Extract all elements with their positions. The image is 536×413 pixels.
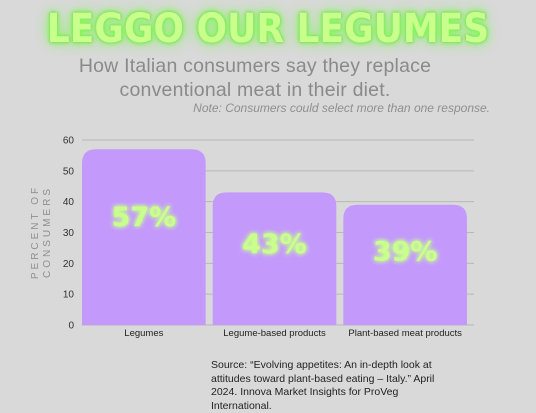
bar-plant-based-meat-products <box>343 204 467 325</box>
chart-subtitle: How Italian consumers say they replace c… <box>78 55 432 101</box>
data-label: 43% <box>242 229 307 260</box>
y-tick-label: 20 <box>63 259 75 270</box>
chart-note: Note: Consumers could select more than o… <box>193 101 490 115</box>
bar-legumes <box>82 149 206 325</box>
y-tick-labels: 0 10 20 30 40 50 60 <box>63 136 75 332</box>
y-tick-label: 40 <box>63 197 75 208</box>
data-labels: 57% 43% 39% <box>112 202 438 267</box>
chart-title: LEGGO OUR LEGUMES <box>46 6 490 52</box>
y-tick-label: 50 <box>63 166 75 177</box>
x-tick-label: Legumes <box>124 328 163 339</box>
y-tick-label: 60 <box>63 136 75 147</box>
bar-legume-based-products <box>212 192 337 325</box>
bar-chart: 0 10 20 30 40 50 60 Legumes Legume-based produc… <box>63 136 474 339</box>
x-tick-label: Legume-based products <box>223 328 326 339</box>
y-tick-label: 0 <box>68 321 74 332</box>
bars <box>82 149 467 325</box>
x-tick-label: Plant-based meat products <box>348 328 462 339</box>
data-label: 57% <box>112 202 177 233</box>
y-tick-label: 30 <box>63 228 75 239</box>
y-tick-label: 10 <box>63 290 75 301</box>
source-citation: Source: “Evolving appetites: An in-depth… <box>211 359 435 412</box>
x-tick-labels: Legumes Legume-based products Plant-based … <box>124 328 462 339</box>
data-label: 39% <box>373 236 438 267</box>
